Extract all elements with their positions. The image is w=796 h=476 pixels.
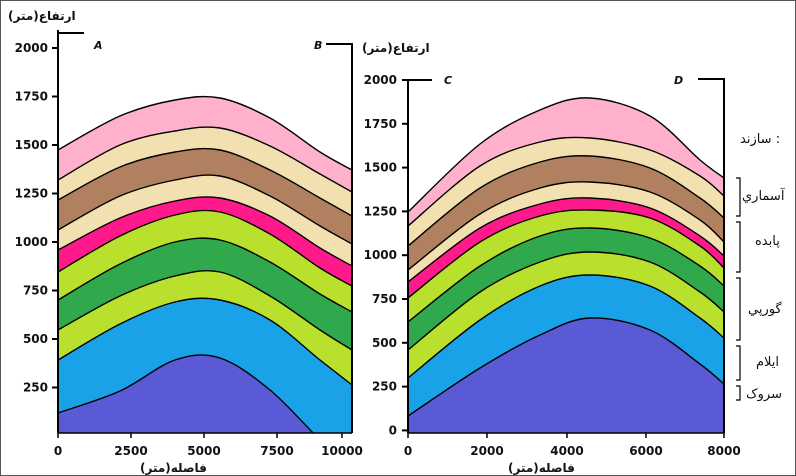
legend-formation-pabdeh: پابده	[755, 234, 780, 249]
right-x-ticks: 0 2000 4000 6000 8000	[404, 433, 741, 458]
legend-bracket-asmari	[736, 177, 741, 217]
y-tick-label: 2000	[364, 73, 397, 87]
legend-title: سازند :	[740, 132, 780, 147]
y-tick-label: 1250	[15, 187, 48, 201]
y-tick-label: 500	[372, 336, 397, 350]
x-tick-label: 7500	[260, 444, 293, 458]
legend-bracket-pabdeh	[736, 221, 741, 273]
x-tick-label: 4000	[550, 444, 583, 458]
corner-label-c: C	[444, 74, 452, 87]
right-top-bracket-d	[698, 78, 725, 433]
left-y-ticks: 2000 1750 1500 1250 1000 750 500 250	[15, 41, 58, 395]
fold-layer-band	[58, 354, 315, 433]
legend-bracket-ilam	[736, 345, 741, 381]
left-panel: 2000 1750 1500 1250 1000 750 500 250 0 2500 5000 7…	[8, 9, 363, 475]
x-tick-label: 0	[54, 444, 62, 458]
y-tick-label: 1750	[364, 117, 397, 131]
y-tick-label: 750	[372, 292, 397, 306]
x-tick-label: 2000	[470, 444, 503, 458]
right-y-ticks: 2000 1750 1500 1250 1000 750 500 250 0	[364, 73, 408, 437]
left-fold-layers	[58, 95, 352, 433]
legend-bracket-gurpi	[736, 277, 741, 341]
left-x-ticks: 0 2500 5000 7500 10000	[54, 433, 363, 458]
left-y-axis-title: ارتفاع(متر)	[8, 9, 76, 23]
x-tick-label: 8000	[707, 444, 740, 458]
fold-layer-band	[408, 317, 724, 433]
y-tick-label: 1000	[364, 248, 397, 262]
y-tick-label: 1250	[364, 204, 397, 218]
legend-formation-asmari: آسماري	[742, 187, 786, 204]
corner-label-a: A	[93, 39, 103, 52]
x-tick-label: 10000	[321, 444, 363, 458]
corner-label-b: B	[314, 39, 322, 52]
legend-bracket-sarvak	[736, 385, 741, 401]
legend-formation-ilam: ايلام	[756, 355, 779, 370]
legend-formation-sarvak: سروک	[746, 387, 782, 402]
x-tick-label: 2500	[114, 444, 147, 458]
x-tick-label: 6000	[629, 444, 662, 458]
y-tick-label: 1000	[15, 235, 48, 249]
left-top-bracket-b	[326, 43, 353, 433]
x-tick-label: 5000	[187, 444, 220, 458]
y-tick-label: 0	[389, 423, 397, 437]
right-y-axis-title: ارتفاع(متر)	[362, 41, 430, 55]
right-x-axis-title: فاصله(متر)	[508, 461, 575, 475]
y-tick-label: 250	[23, 381, 48, 395]
x-tick-label: 0	[404, 444, 412, 458]
right-panel: 2000 1750 1500 1250 1000 750 500 250 0 0 2000 4000…	[362, 41, 741, 475]
y-tick-label: 500	[23, 332, 48, 346]
y-tick-label: 1500	[15, 138, 48, 152]
right-fold-layers	[408, 97, 724, 433]
formation-legend: سازند : آسماري پابده گورپي ايلام سروک	[736, 132, 786, 402]
corner-label-d: D	[674, 74, 683, 87]
y-tick-label: 1500	[364, 161, 397, 175]
left-x-axis-title: فاصله(متر)	[140, 461, 207, 475]
y-tick-label: 1750	[15, 90, 48, 104]
legend-formation-gurpi: گورپي	[748, 301, 782, 317]
y-tick-label: 2000	[15, 41, 48, 55]
y-tick-label: 250	[372, 380, 397, 394]
y-tick-label: 750	[23, 284, 48, 298]
